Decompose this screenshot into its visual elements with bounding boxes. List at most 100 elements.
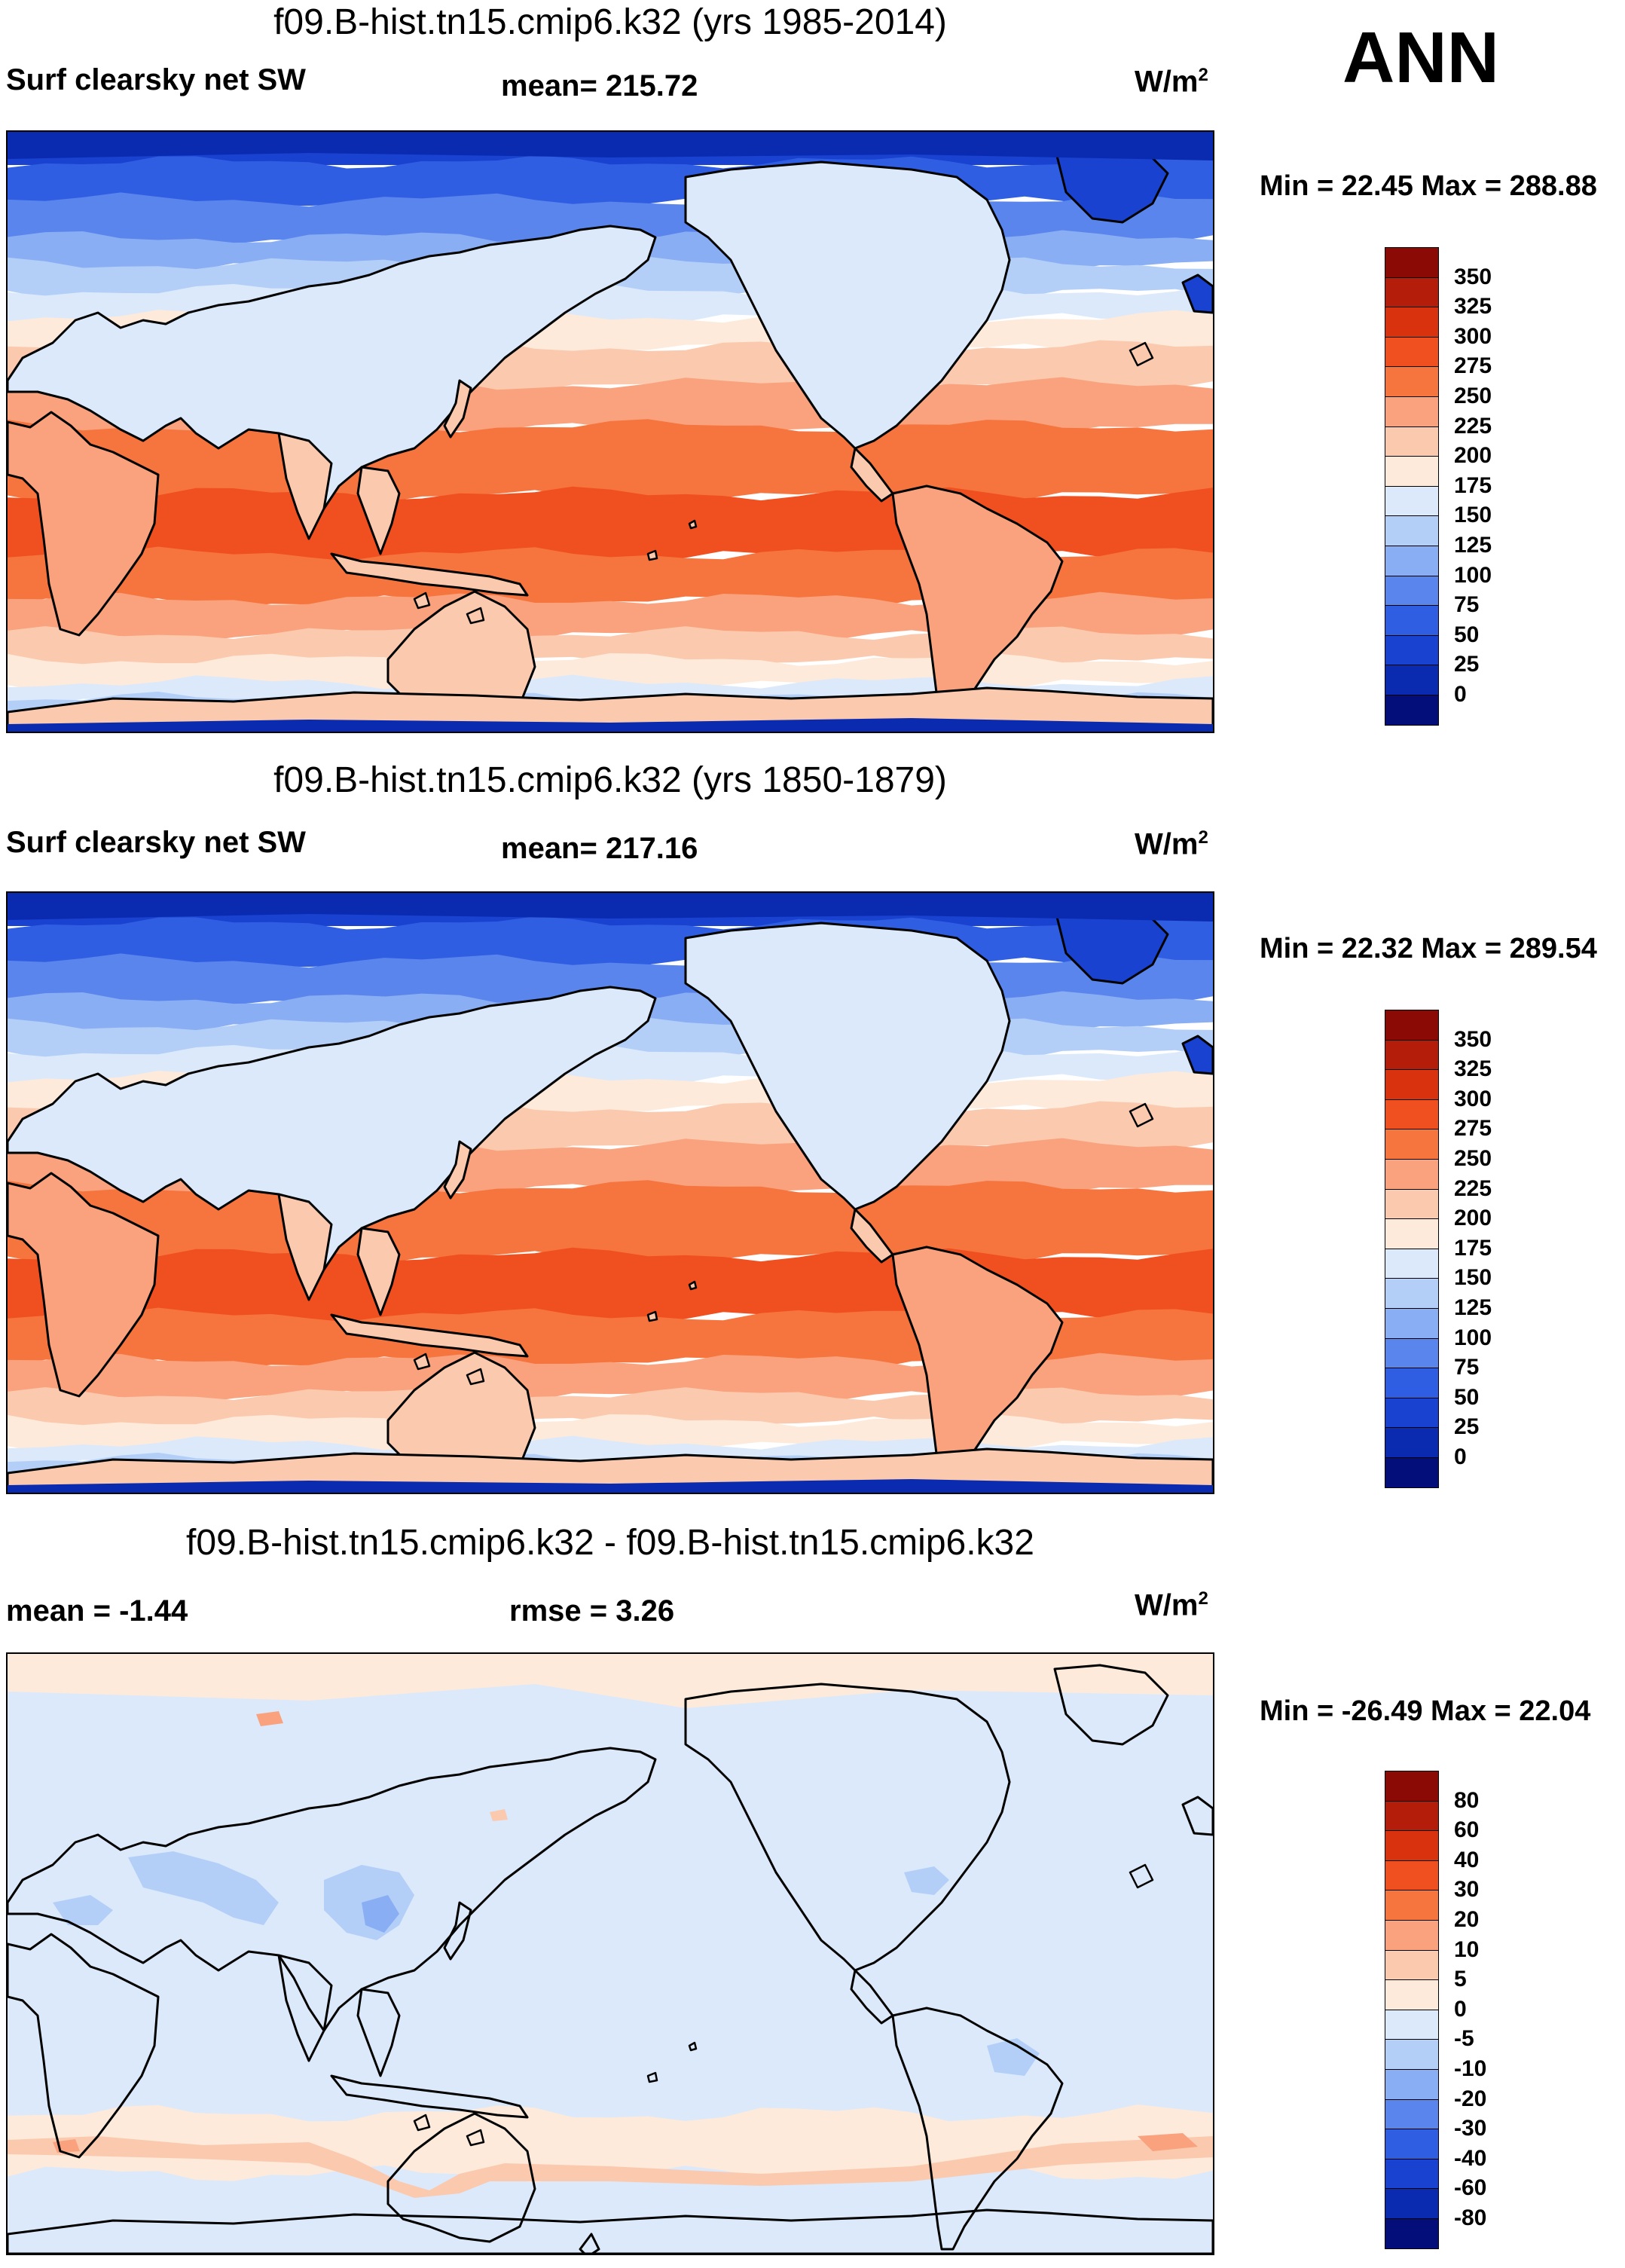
colorbar-tick-label: 275	[1454, 353, 1492, 379]
panel-3-colorbar: 80 60 40 30 20 10 5 0 -5 -10 -20 -30 -40 -60 -80	[1385, 1771, 1486, 2250]
colorbar-tick-label: -80	[1454, 2205, 1487, 2230]
colorbar-swatch	[1385, 1337, 1439, 1369]
colorbar-tick-label: 60	[1454, 1817, 1480, 1843]
colorbar-tick-label: 150	[1454, 503, 1492, 528]
colorbar-tick-label: 350	[1454, 1026, 1492, 1052]
colorbar-tick-label: 40	[1454, 1847, 1480, 1872]
continent-outline	[1181, 274, 1213, 314]
colorbar-swatch	[1385, 1010, 1439, 1041]
colorbar-swatch	[1385, 366, 1439, 398]
island-outline	[413, 2114, 431, 2132]
colorbar-swatch	[1385, 1099, 1439, 1130]
polar-region	[8, 893, 1213, 922]
panel-1-colorbar: 350 325 300 275 250 225 200 175 150 125 100 75 50 25 0	[1385, 247, 1492, 726]
colorbar-swatch	[1385, 426, 1439, 457]
colorbar-tick-label: 50	[1454, 1384, 1480, 1410]
colorbar-tick-label: 5	[1454, 1967, 1467, 1992]
colorbar-swatch	[1385, 1159, 1439, 1191]
colorbar-tick-label: 125	[1454, 1295, 1492, 1320]
colorbar-tick-label: 150	[1454, 1265, 1492, 1291]
continent-outline	[386, 2112, 536, 2243]
panel-2-colorbar: 350 325 300 275 250 225 200 175 150 125 100 75 50 25 0	[1385, 1010, 1492, 1489]
panel-2-title: f09.B-hist.tn15.cmip6.k32 (yrs 1850-1879…	[273, 760, 947, 800]
island-outline	[1129, 341, 1154, 367]
negative-anomaly	[53, 1895, 113, 1925]
colorbar-swatch	[1385, 247, 1439, 279]
colorbar-tick-label: -10	[1454, 2056, 1487, 2081]
colorbar-swatch	[1385, 277, 1439, 308]
island-outline	[646, 2071, 658, 2083]
colorbar-tick-label: 225	[1454, 413, 1492, 439]
negative-anomaly	[362, 1895, 399, 1933]
continent-outline	[8, 1172, 160, 1398]
continent-outline	[1053, 1664, 1169, 1746]
island-outline	[1129, 1102, 1154, 1128]
island-outline	[646, 1310, 658, 1322]
colorbar-tick-label: 80	[1454, 1787, 1480, 1813]
colorbar-tick-label: 10	[1454, 1936, 1480, 1962]
colorbar-swatch	[1385, 1979, 1439, 2011]
colorbar-tick-label: 300	[1454, 1086, 1492, 1111]
colorbar-swatch	[1385, 2218, 1439, 2250]
colorbar-tick-label: 30	[1454, 1877, 1480, 1903]
colorbar-swatch	[1385, 515, 1439, 547]
colorbar-tick-label: -5	[1454, 2026, 1474, 2052]
continent-outline	[8, 411, 160, 637]
continent-outline	[330, 2074, 529, 2119]
colorbar-tick-label: -60	[1454, 2175, 1487, 2201]
panel-2-minmax-label: Min = 22.32 Max = 289.54	[1260, 933, 1597, 964]
panel-3-minmax-label: Min = -26.49 Max = 22.04	[1260, 1695, 1591, 1727]
continent-outline	[850, 447, 894, 503]
colorbar-tick-label: 0	[1454, 682, 1467, 707]
continent-outline	[356, 466, 401, 555]
continent-outline	[8, 1747, 657, 2032]
panel-1-minmax-label: Min = 22.45 Max = 288.88	[1260, 170, 1597, 202]
panel-2-variable-label: Surf clearsky net SW	[6, 826, 306, 859]
colorbar-swatch	[1385, 307, 1439, 338]
continent-outline	[443, 379, 472, 439]
colorbar-tick-label: 325	[1454, 1056, 1492, 1082]
island-outline	[413, 1353, 431, 1371]
colorbar-tick-label: 50	[1454, 622, 1480, 647]
continent-outline	[684, 160, 1011, 450]
colorbar-swatch	[1385, 1188, 1439, 1220]
colorbar-swatch	[1385, 1920, 1439, 1952]
panel-3-unit-label: W/m2	[1135, 1588, 1208, 1622]
colorbar-tick-label: -30	[1454, 2116, 1487, 2141]
colorbar-tick-label: 200	[1454, 1206, 1492, 1231]
colorbar-swatch	[1385, 1248, 1439, 1279]
panel-2-mean-label: mean= 217.16	[501, 832, 698, 865]
continent-outline	[1181, 1035, 1213, 1075]
colorbar-tick-label: 100	[1454, 1325, 1492, 1350]
colorbar-swatch	[1385, 605, 1439, 637]
colorbar-tick-label: 0	[1454, 1996, 1467, 2022]
panel-2-map	[6, 891, 1214, 1494]
colorbar-swatch	[1385, 695, 1439, 726]
island-outline	[466, 607, 485, 625]
positive-anomaly	[1138, 2133, 1198, 2151]
continent-outline	[8, 225, 657, 510]
colorbar-swatch	[1385, 1949, 1439, 1981]
colorbar-tick-label: 25	[1454, 652, 1480, 677]
colorbar-tick-label: 350	[1454, 264, 1492, 289]
island-outline	[466, 2129, 485, 2147]
colorbar-swatch	[1385, 336, 1439, 368]
continent-outline	[277, 1193, 333, 1301]
continent-outline	[891, 2007, 1064, 2251]
island-outline	[688, 1280, 698, 1291]
colorbar-tick-label: 250	[1454, 1146, 1492, 1171]
island-outline	[413, 591, 431, 610]
colorbar-swatch	[1385, 1397, 1439, 1429]
panel-1-unit-label: W/m2	[1135, 65, 1208, 99]
polar-region	[8, 132, 1213, 160]
colorbar-swatch	[1385, 2158, 1439, 2190]
island-outline	[688, 519, 698, 530]
continent-outline	[8, 2208, 1213, 2254]
colorbar-swatch	[1385, 1368, 1439, 1399]
polar-region	[8, 1479, 1213, 1493]
continent-outline	[850, 1969, 894, 2025]
colorbar-swatch	[1385, 1427, 1439, 1459]
colorbar-swatch	[1385, 1278, 1439, 1310]
colorbar-tick-label: 325	[1454, 294, 1492, 319]
colorbar-tick-label: 200	[1454, 443, 1492, 469]
